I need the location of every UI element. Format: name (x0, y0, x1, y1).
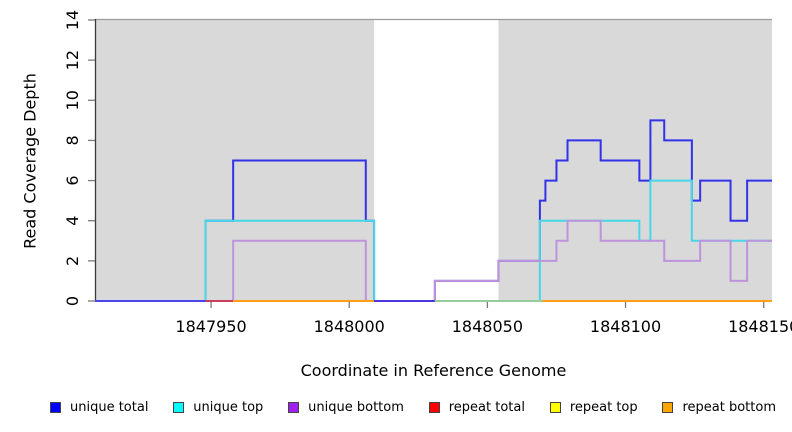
y-axis-title: Read Coverage Depth (20, 73, 40, 249)
legend-item-repeat-total: repeat total (428, 399, 525, 415)
legend-label: repeat top (569, 399, 638, 415)
legend-item-unique-total: unique total (50, 400, 148, 415)
legend-swatch-unique-bottom (288, 401, 300, 413)
x-tick-label: 1848100 (590, 317, 661, 336)
x-axis-title: Coordinate in Reference Genome (300, 361, 567, 380)
y-tick-label: 14 (63, 10, 82, 30)
y-tick-label: 6 (63, 175, 82, 185)
x-tick-label: 1848000 (314, 317, 385, 336)
y-tick-label: 12 (63, 50, 82, 70)
legend-swatch-repeat-bottom (662, 401, 674, 413)
series-unique-bottom (95, 219, 772, 302)
y-tick-label: 2 (63, 256, 82, 266)
legend-label: unique bottom (308, 399, 404, 415)
x-tick-label: 1848050 (452, 317, 523, 336)
legend-item-repeat-top: repeat top (549, 399, 638, 415)
legend-item-repeat-bottom: repeat bottom (662, 400, 776, 415)
y-tick-label: 4 (63, 216, 82, 226)
legend-swatch-unique-total (50, 401, 61, 413)
x-tick-label: 1847950 (175, 317, 246, 336)
y-tick-label: 0 (63, 296, 82, 306)
legend: unique total unique top unique bottom repea… (50, 396, 776, 418)
legend-label: unique total (70, 399, 149, 415)
legend-label: repeat total (448, 399, 525, 415)
legend-item-unique-bottom: unique bottom (288, 400, 404, 415)
legend-label: unique top (193, 399, 264, 415)
legend-item-unique-top: unique top (173, 400, 263, 415)
y-tick-label: 10 (63, 90, 82, 110)
legend-swatch-repeat-total (428, 401, 440, 413)
legend-swatch-repeat-top (549, 401, 561, 413)
y-tick-label: 8 (63, 135, 82, 145)
legend-label: repeat bottom (682, 399, 776, 415)
legend-swatch-unique-top (173, 401, 185, 413)
